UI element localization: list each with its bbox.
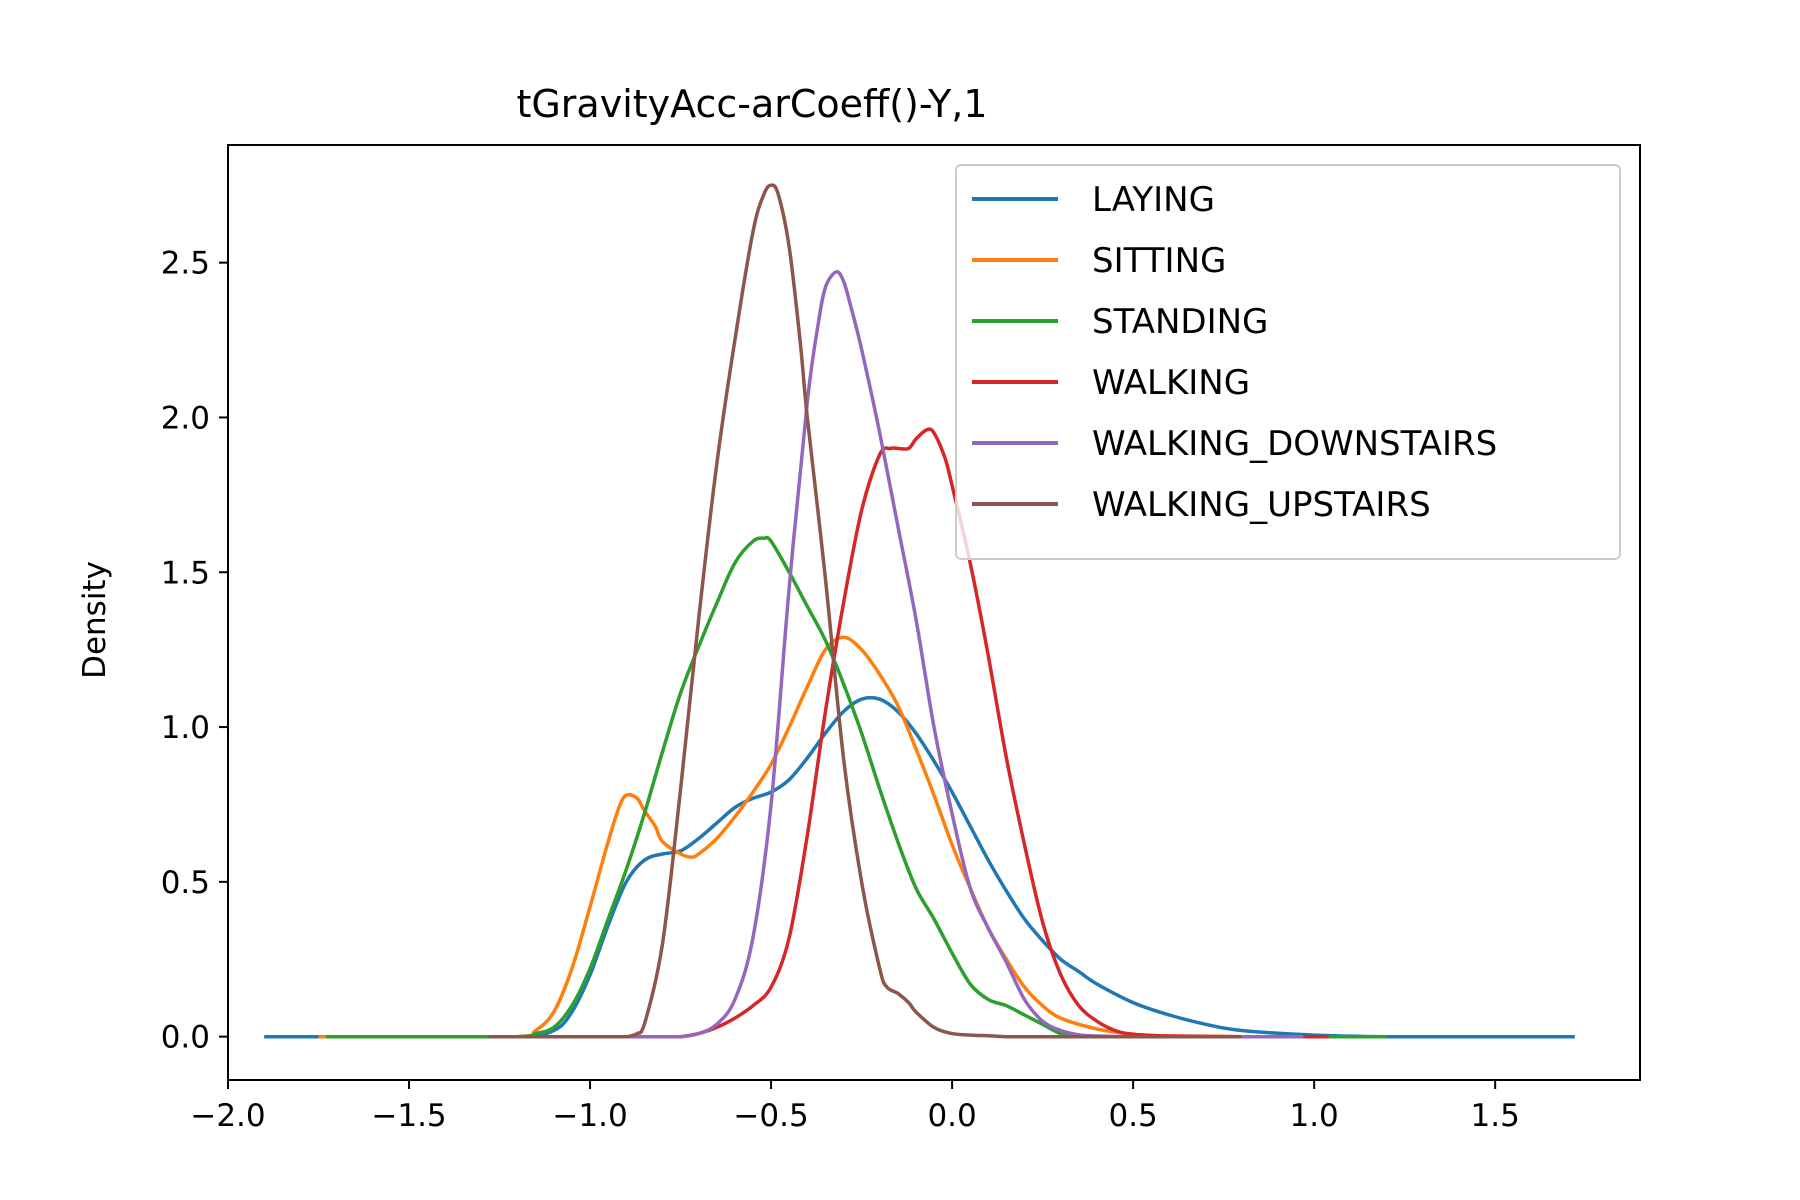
series-line-walking-upstairs xyxy=(488,183,1242,1039)
y-axis: 0.0 0.5 1.0 1.5 2.0 2.5 xyxy=(161,246,228,1056)
x-tick-label: 1.0 xyxy=(1289,1098,1338,1134)
plot-frame xyxy=(227,144,1641,1081)
legend: LAYING SITTING STANDING WALKING WALKING_DOWN… xyxy=(955,164,1621,560)
x-tick-label: −0.5 xyxy=(733,1098,808,1134)
legend-label: WALKING_DOWNSTAIRS xyxy=(1092,424,1497,464)
series-line-laying xyxy=(264,695,1575,1039)
legend-label: WALKING_UPSTAIRS xyxy=(1092,485,1431,525)
y-tick-label: 1.5 xyxy=(161,555,210,591)
y-tick-label: 1.0 xyxy=(161,710,210,746)
legend-label: STANDING xyxy=(1092,302,1268,342)
chart-title: tGravityAcc-arCoeff()-Y,1 xyxy=(516,82,987,126)
y-tick-label: 0.5 xyxy=(161,865,210,901)
series-line-walking xyxy=(590,427,1329,1039)
y-axis-label: Density xyxy=(77,561,113,679)
y-tick-label: 2.5 xyxy=(161,246,210,282)
x-axis: −2.0 −1.5 −1.0 −0.5 0.0 0.5 1.0 1.5 xyxy=(190,1080,1520,1134)
x-tick-label: 0.0 xyxy=(927,1098,976,1134)
series-line-sitting xyxy=(318,635,1387,1039)
x-tick-label: 0.5 xyxy=(1108,1098,1157,1134)
y-tick-label: 0.0 xyxy=(161,1020,210,1056)
series-line-walking-downstairs xyxy=(590,270,1304,1039)
legend-label: WALKING xyxy=(1092,363,1250,403)
x-tick-label: −1.5 xyxy=(371,1098,446,1134)
legend-label: LAYING xyxy=(1092,180,1215,220)
x-tick-label: −1.0 xyxy=(552,1098,627,1134)
x-tick-label: −2.0 xyxy=(190,1098,265,1134)
legend-box xyxy=(955,164,1621,560)
series-layer xyxy=(264,183,1575,1039)
legend-label: SITTING xyxy=(1092,241,1226,281)
x-tick-label: 1.5 xyxy=(1471,1098,1520,1134)
y-tick-label: 2.0 xyxy=(161,400,210,436)
